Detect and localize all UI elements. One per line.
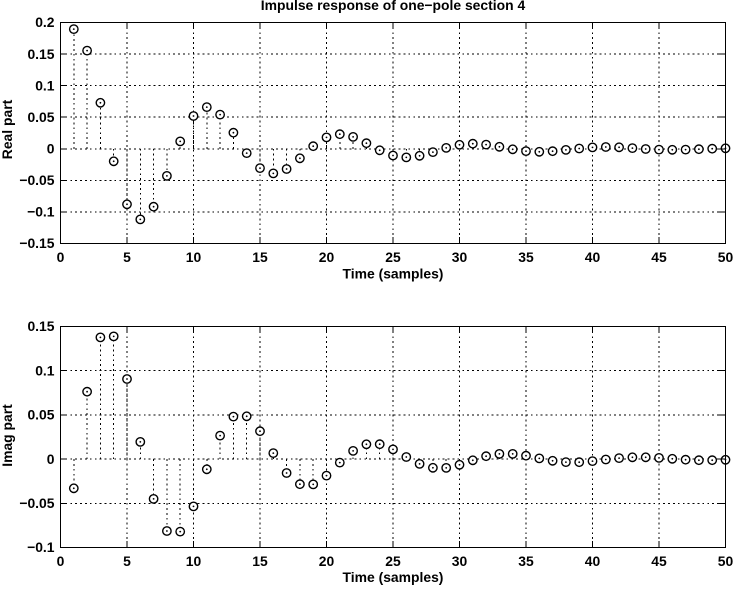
svg-text:0.1: 0.1 — [35, 362, 55, 378]
svg-text:Real part: Real part — [0, 99, 15, 159]
svg-text:−0.1: −0.1 — [27, 204, 55, 220]
svg-text:0.2: 0.2 — [35, 14, 55, 30]
svg-text:−0.15: −0.15 — [19, 235, 54, 251]
svg-text:Time (samples): Time (samples) — [343, 569, 444, 585]
svg-text:30: 30 — [452, 249, 468, 265]
svg-text:20: 20 — [319, 553, 335, 569]
svg-text:0: 0 — [47, 141, 55, 157]
svg-text:40: 40 — [585, 249, 601, 265]
svg-text:25: 25 — [385, 249, 401, 265]
svg-text:5: 5 — [123, 249, 131, 265]
svg-text:0.05: 0.05 — [27, 109, 54, 125]
svg-text:0.05: 0.05 — [27, 407, 54, 423]
svg-text:−0.1: −0.1 — [27, 539, 55, 555]
svg-text:50: 50 — [718, 553, 734, 569]
svg-text:35: 35 — [518, 553, 534, 569]
svg-text:0.15: 0.15 — [27, 46, 54, 62]
svg-text:15: 15 — [252, 553, 268, 569]
svg-text:35: 35 — [518, 249, 534, 265]
svg-text:0.1: 0.1 — [35, 77, 55, 93]
svg-text:Impulse response of one−pole s: Impulse response of one−pole section 4 — [261, 0, 526, 13]
svg-text:45: 45 — [651, 249, 667, 265]
svg-text:5: 5 — [123, 553, 131, 569]
svg-text:Time (samples): Time (samples) — [343, 266, 444, 282]
svg-text:45: 45 — [651, 553, 667, 569]
svg-text:0: 0 — [57, 249, 65, 265]
svg-text:50: 50 — [718, 249, 734, 265]
svg-text:40: 40 — [585, 553, 601, 569]
svg-text:15: 15 — [252, 249, 268, 265]
svg-text:30: 30 — [452, 553, 468, 569]
svg-text:10: 10 — [186, 553, 202, 569]
svg-text:−0.05: −0.05 — [19, 172, 54, 188]
svg-text:0: 0 — [57, 553, 65, 569]
svg-text:20: 20 — [319, 249, 335, 265]
svg-text:0: 0 — [47, 451, 55, 467]
svg-text:10: 10 — [186, 249, 202, 265]
svg-text:25: 25 — [385, 553, 401, 569]
svg-text:0.15: 0.15 — [27, 318, 54, 334]
svg-text:−0.05: −0.05 — [19, 495, 54, 511]
svg-text:Imag part: Imag part — [0, 404, 15, 467]
